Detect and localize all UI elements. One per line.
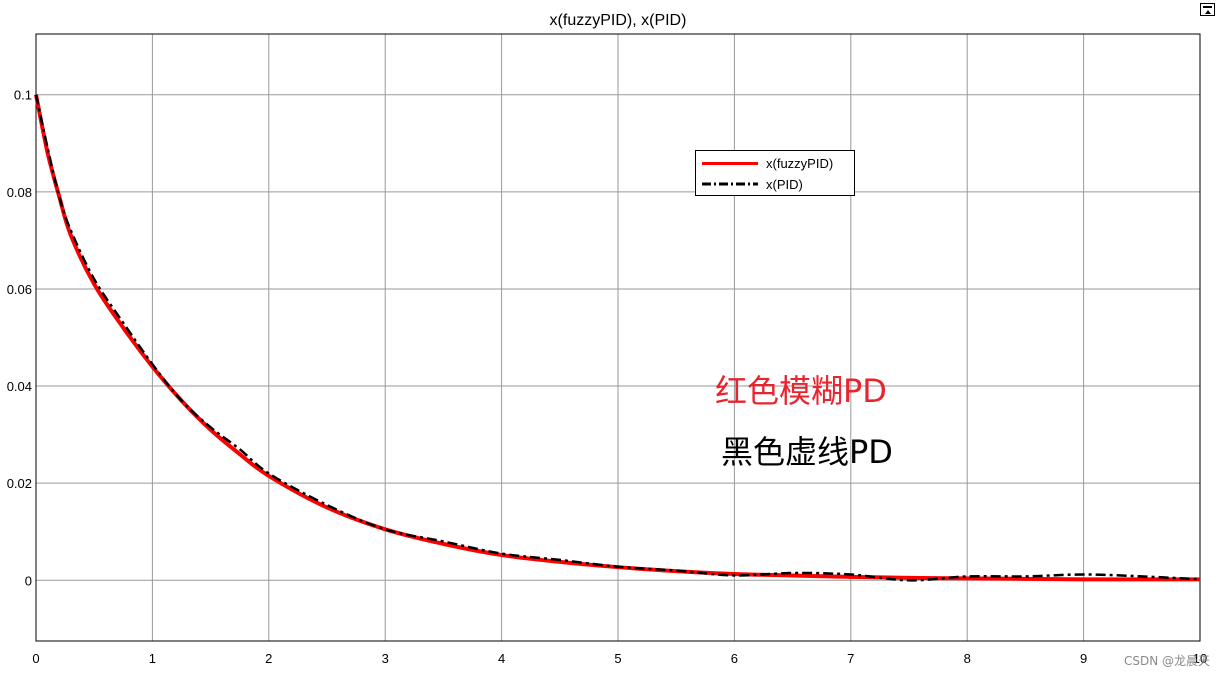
restore-window-icon[interactable] (1200, 3, 1215, 16)
y-tick-label: 0.02 (7, 476, 32, 491)
series-line-pid (34, 94, 1201, 582)
annotation-black-dashed: 黑色虚线PD (721, 433, 893, 471)
y-tick-label: 0.06 (7, 282, 32, 297)
legend-swatch-fuzzypid (702, 161, 758, 165)
x-tick-label: 4 (498, 651, 505, 666)
legend-item-fuzzypid: x(fuzzyPID) (702, 154, 833, 172)
chart-legend[interactable]: x(fuzzyPID) x(PID) (695, 150, 855, 196)
x-tick-label: 9 (1080, 651, 1087, 666)
y-tick-label: 0.08 (7, 185, 32, 200)
y-tick-label: 0 (25, 573, 32, 588)
legend-swatch-pid (702, 182, 758, 186)
x-tick-label: 0 (32, 651, 39, 666)
legend-item-pid: x(PID) (702, 175, 803, 193)
x-tick-label: 10 (1193, 651, 1207, 666)
y-tick-label: 0.04 (7, 379, 32, 394)
x-tick-label: 3 (382, 651, 389, 666)
watermark: CSDN @龙晨天 (1123, 654, 1210, 668)
x-tick-label: 1 (149, 651, 156, 666)
y-tick-label: 0.1 (14, 88, 32, 103)
x-tick-label: 7 (847, 651, 854, 666)
axes-frame (35, 33, 1201, 642)
x-tick-label: 8 (964, 651, 971, 666)
legend-label-pid: x(PID) (766, 176, 803, 192)
legend-label-fuzzypid: x(fuzzyPID) (766, 155, 834, 171)
chart-title: x(fuzzyPID), x(PID) (550, 12, 687, 29)
x-tick-label: 2 (265, 651, 272, 666)
x-tick-label: 5 (614, 651, 621, 666)
annotation-red-fuzzy: 红色模糊PD (715, 372, 887, 410)
x-tick-label: 6 (731, 651, 738, 666)
